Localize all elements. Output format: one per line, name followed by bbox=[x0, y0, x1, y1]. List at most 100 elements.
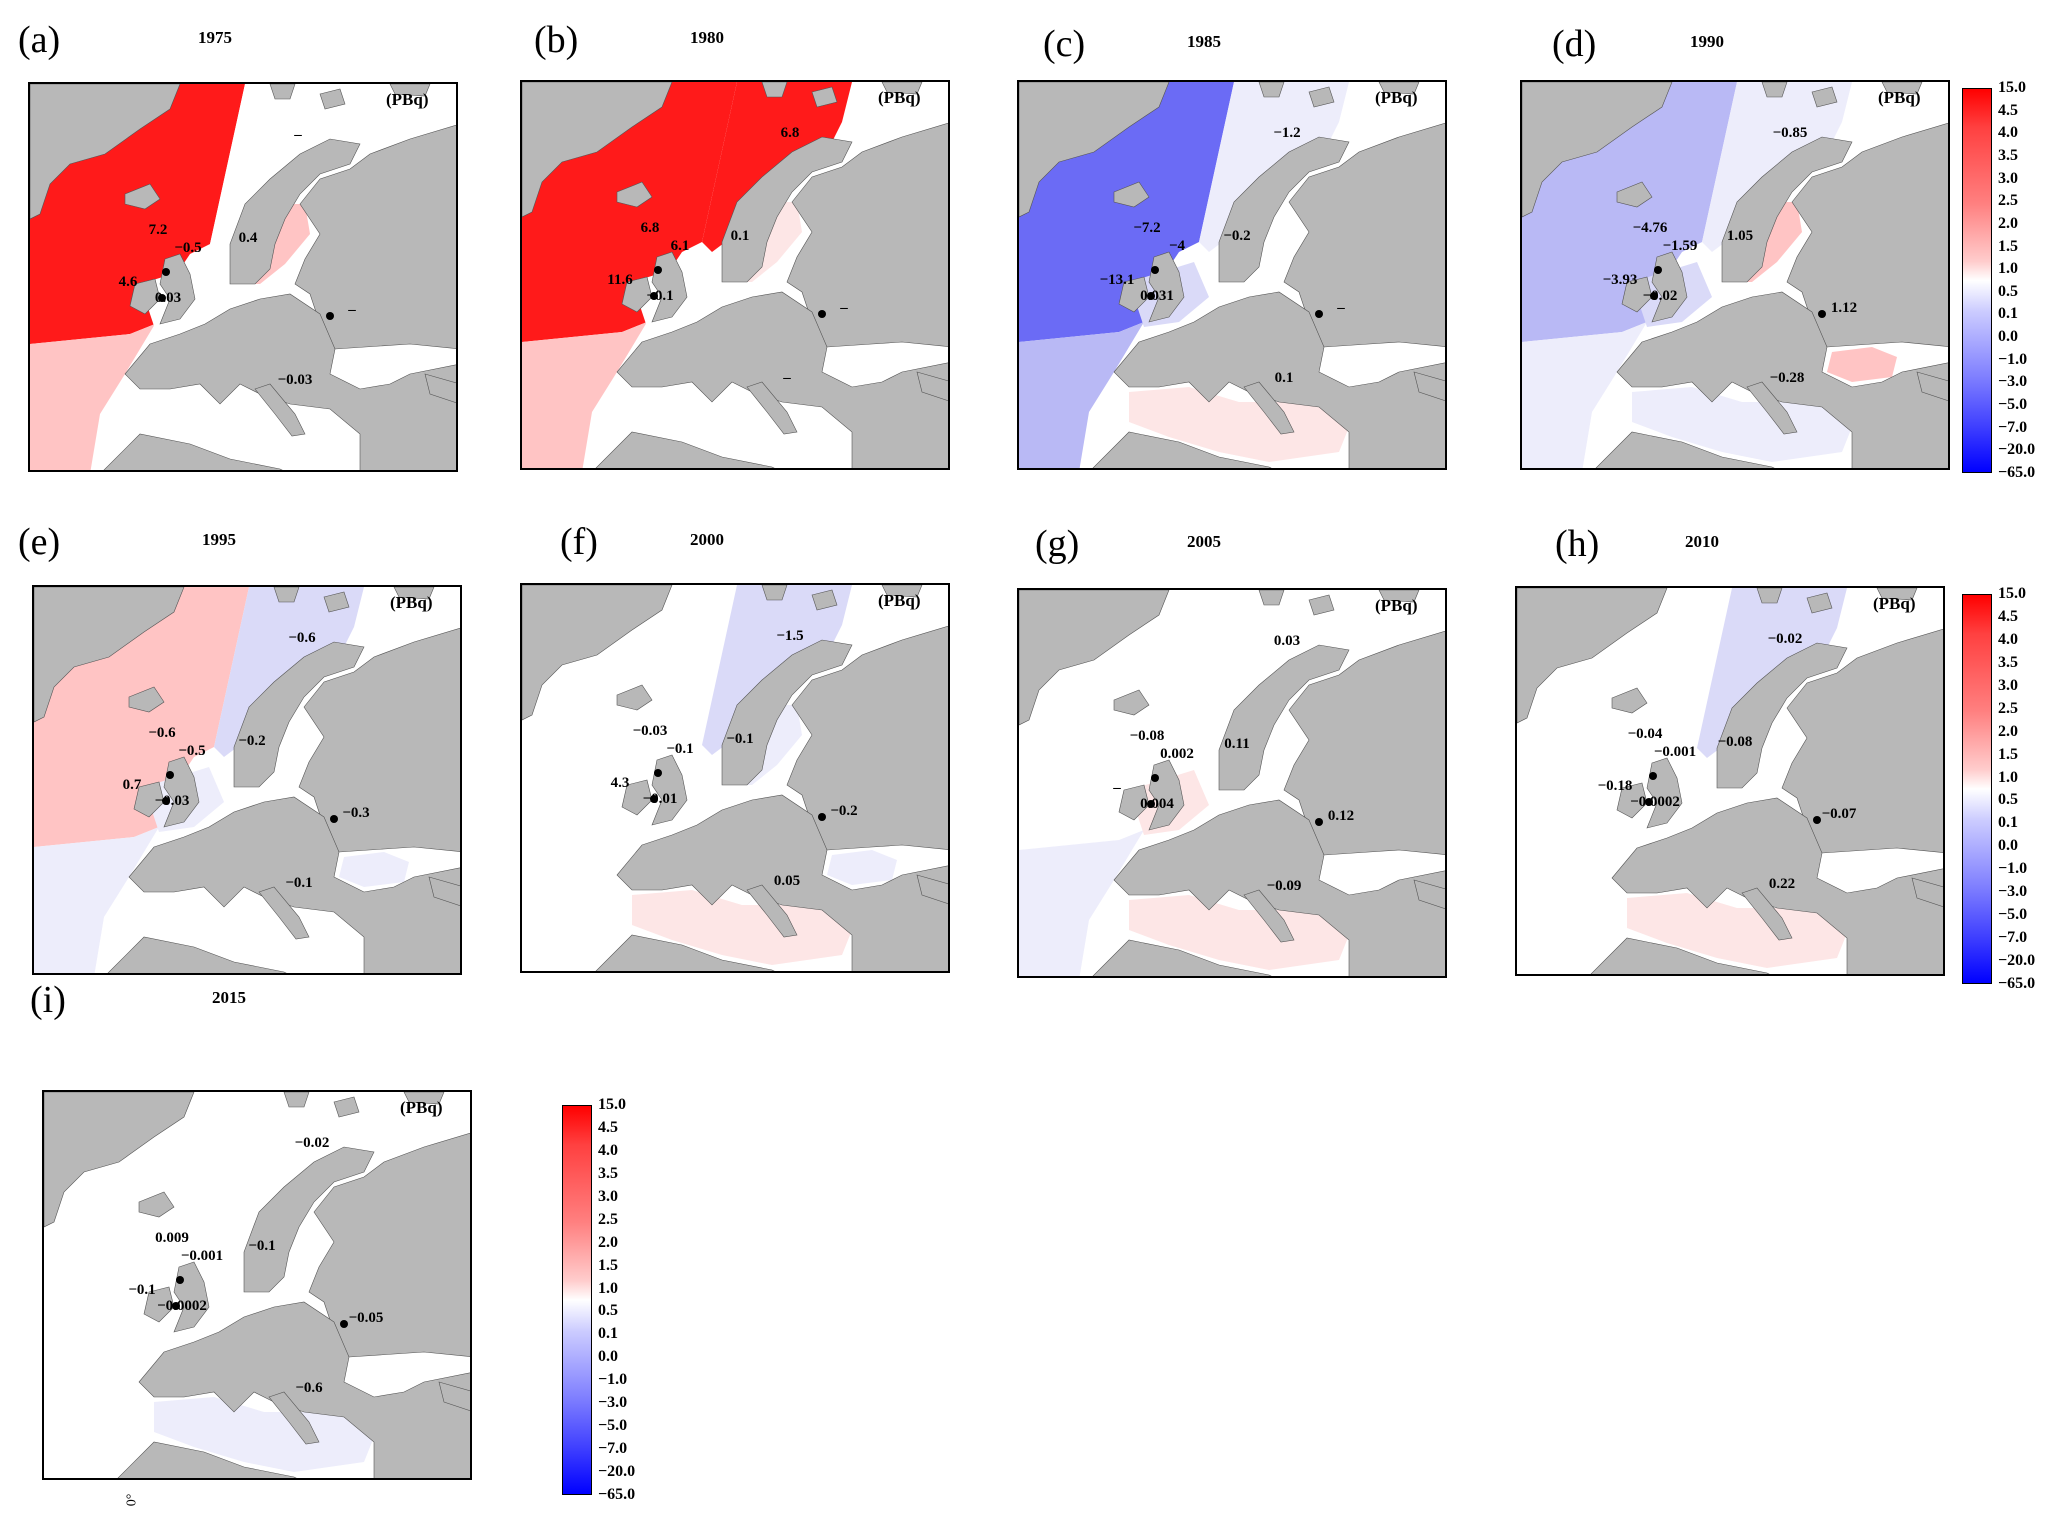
map-panel-1: – 7.2 −0.5 0.4 4.6 0.03 – −0.03 bbox=[28, 82, 458, 472]
region-value-black: −0.3 bbox=[342, 805, 369, 821]
region-value-north-sea: −0.1 bbox=[666, 741, 693, 757]
land-mass bbox=[298, 627, 460, 853]
colorbar-tick-label: 0.0 bbox=[1998, 328, 2018, 346]
land-mass bbox=[1113, 689, 1150, 716]
land-mass bbox=[1092, 939, 1272, 976]
sea-region-med bbox=[140, 389, 360, 464]
region-value-north-sea: 6.1 bbox=[671, 238, 690, 254]
land-mass bbox=[1092, 431, 1272, 468]
region-value-med: 0.22 bbox=[1769, 876, 1795, 892]
land-mass bbox=[1876, 588, 1918, 601]
reprocessing-site-marker bbox=[172, 1302, 180, 1310]
region-value-north-east: −0.85 bbox=[1773, 125, 1808, 141]
colorbar-tick-label: 0.5 bbox=[1998, 791, 2018, 809]
colorbar-tick-label: 1.0 bbox=[598, 1279, 618, 1297]
sea-region-black bbox=[349, 1357, 419, 1392]
land-mass bbox=[621, 779, 653, 816]
colorbar-tick-label: 4.5 bbox=[1998, 101, 2018, 119]
region-value-celtic: 4.6 bbox=[119, 274, 138, 290]
land-mass bbox=[1721, 136, 1853, 283]
sea-region-med bbox=[1129, 387, 1349, 462]
colorbar-tick-label: 0.5 bbox=[1998, 282, 2018, 300]
colorbar-tick-label: 2.5 bbox=[1998, 699, 2018, 717]
land-mass bbox=[319, 88, 346, 110]
land-mass bbox=[721, 639, 853, 786]
sea-region-black bbox=[1827, 347, 1897, 382]
panel-year: 2015 bbox=[212, 988, 246, 1007]
sea-region-black bbox=[1324, 347, 1394, 382]
panel-letter: (a) bbox=[18, 19, 61, 61]
panel-year: 2010 bbox=[1685, 532, 1719, 551]
sea-region-med bbox=[154, 1397, 374, 1472]
panel-letter: (f) bbox=[560, 521, 598, 563]
land-mass bbox=[30, 84, 181, 220]
land-mass bbox=[1218, 644, 1350, 791]
land-mass bbox=[1806, 592, 1833, 614]
panel-year: 1985 bbox=[1187, 32, 1221, 51]
colorbar-tick-label: 2.0 bbox=[598, 1233, 618, 1251]
colorbar-tick-label: 3.0 bbox=[1998, 676, 2018, 694]
region-value-irish: −0.08 bbox=[1130, 728, 1165, 744]
land-mass bbox=[916, 371, 948, 401]
colorbar-tick-label: 0.0 bbox=[598, 1348, 618, 1366]
region-value-north-sea: −1.59 bbox=[1663, 238, 1698, 254]
map-panel-2: 6.8 6.8 6.1 0.1 11.6 −0.1 – – bbox=[520, 80, 950, 470]
colorbar-tick-label: 2.0 bbox=[1998, 722, 2018, 740]
land-mass bbox=[522, 585, 673, 721]
land-mass bbox=[621, 276, 653, 313]
land-mass bbox=[811, 86, 838, 108]
land-mass bbox=[1761, 82, 1788, 98]
sea-region-south bbox=[30, 324, 155, 470]
land-mass bbox=[1258, 82, 1285, 98]
region-value-med: 0.05 bbox=[774, 873, 800, 889]
land-mass bbox=[107, 936, 287, 973]
land-mass bbox=[761, 82, 788, 98]
reprocessing-site-marker bbox=[1151, 266, 1159, 274]
colorbar-tick-label: 1.5 bbox=[1998, 237, 2018, 255]
colorbar-tick-label: −1.0 bbox=[1998, 860, 2028, 878]
unit-label: (PBq) bbox=[1375, 88, 1418, 107]
unit-label: (PBq) bbox=[386, 90, 429, 109]
region-value-celtic: −13.1 bbox=[1100, 272, 1135, 288]
sea-region-south bbox=[1517, 828, 1642, 974]
region-value-north-east: −1.2 bbox=[1273, 125, 1300, 141]
region-value-baltic: −0.08 bbox=[1718, 734, 1753, 750]
region-value-celtic: −0.1 bbox=[128, 1282, 155, 1298]
land-mass bbox=[1118, 784, 1150, 821]
colorbar-tick-label: 4.5 bbox=[598, 1118, 618, 1136]
colorbar-tick-label: 1.5 bbox=[598, 1256, 618, 1274]
land-mass bbox=[1283, 630, 1445, 856]
sea-region-south bbox=[34, 827, 159, 973]
unit-label: (PBq) bbox=[1375, 596, 1418, 615]
land-mass bbox=[1019, 590, 1170, 726]
reprocessing-site-marker bbox=[1315, 310, 1323, 318]
colorbar-tick-label: 3.5 bbox=[1998, 146, 2018, 164]
reprocessing-site-marker bbox=[176, 1276, 184, 1284]
land-mass bbox=[1258, 590, 1285, 606]
land-mass bbox=[1590, 937, 1770, 974]
land-mass bbox=[128, 796, 460, 973]
region-value-baltic: 1.05 bbox=[1727, 228, 1753, 244]
colorbar-tick-label: 2.5 bbox=[1998, 192, 2018, 210]
land-mass bbox=[1243, 381, 1295, 435]
colorbar-tick-label: −3.0 bbox=[598, 1394, 628, 1412]
reprocessing-site-marker bbox=[1645, 798, 1653, 806]
colorbar-tick-label: 15.0 bbox=[1998, 585, 2026, 602]
region-value-north-sea: 0.002 bbox=[1160, 746, 1194, 762]
region-value-north-east: −0.6 bbox=[288, 630, 316, 646]
panel-letter: (c) bbox=[1043, 23, 1086, 65]
land-mass bbox=[117, 1441, 297, 1478]
panel-year: 2005 bbox=[1187, 532, 1221, 551]
region-value-channel: −0.01 bbox=[643, 791, 678, 807]
panel-letter: (e) bbox=[18, 521, 61, 563]
land-mass bbox=[1113, 291, 1445, 468]
sea-region-black bbox=[827, 850, 897, 885]
region-value-channel: 0.03 bbox=[155, 290, 181, 306]
region-value-north-east: −1.5 bbox=[776, 628, 803, 644]
sea-region-south bbox=[44, 1332, 169, 1478]
reprocessing-site-marker bbox=[1818, 310, 1826, 318]
land-mass bbox=[1781, 628, 1943, 854]
region-value-celtic: −0.18 bbox=[1598, 778, 1633, 794]
land-mass bbox=[1113, 799, 1445, 976]
region-value-channel: 0.004 bbox=[1140, 796, 1174, 812]
